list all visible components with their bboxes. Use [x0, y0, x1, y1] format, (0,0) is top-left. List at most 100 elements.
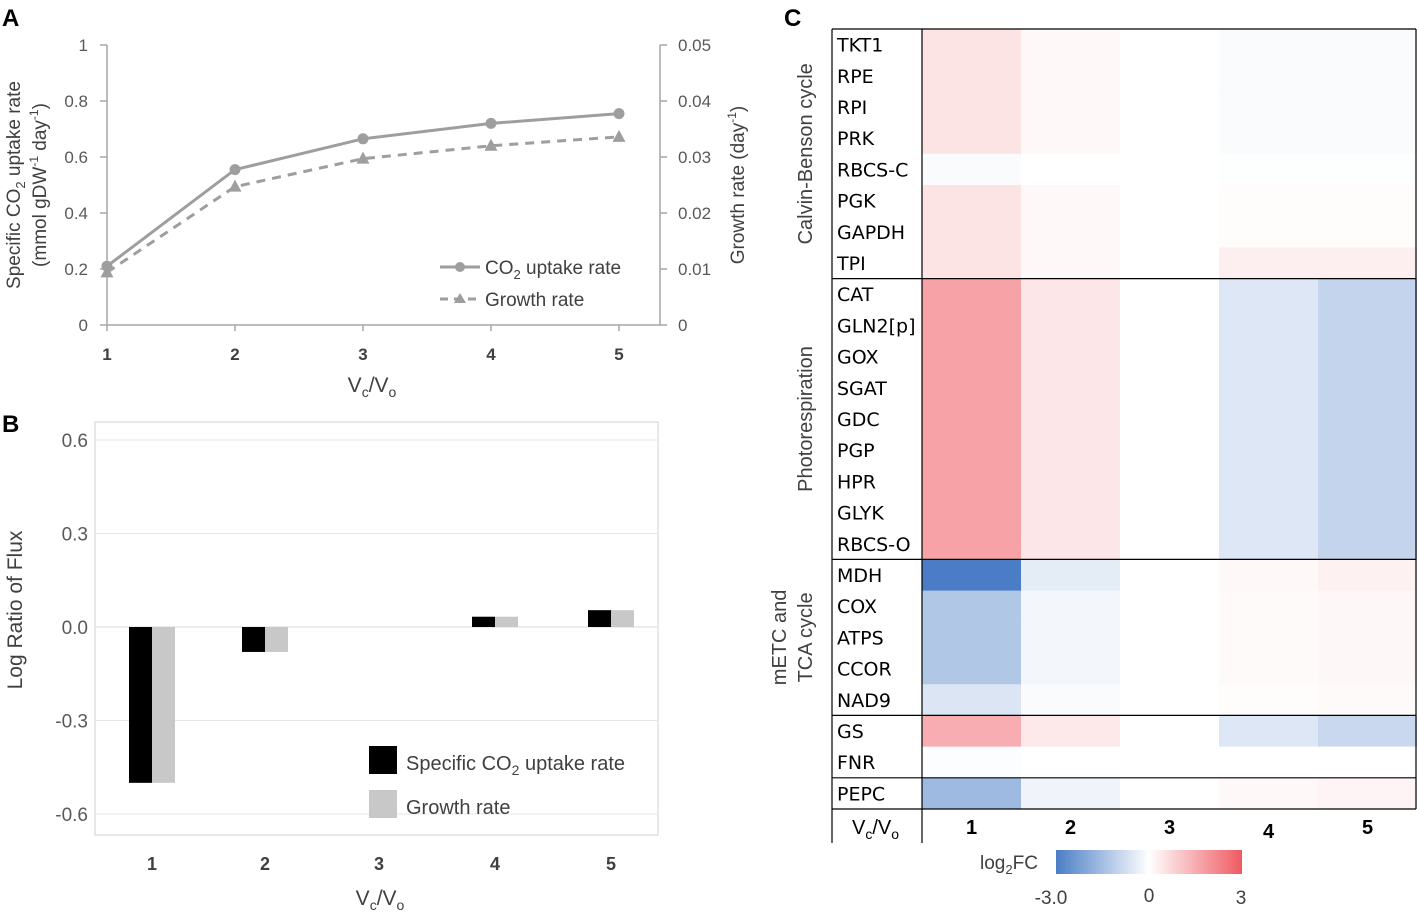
heatmap-group-label: Calvin-Benson cycle — [795, 63, 817, 244]
heatmap-row-label: RBCS-O — [837, 534, 911, 556]
heatmap-cell — [1219, 684, 1319, 716]
heatmap-row-label: PGK — [837, 191, 876, 213]
heatmap-cell — [1219, 777, 1319, 810]
heatmap-cell — [1318, 185, 1417, 217]
heatmap-cell — [1120, 122, 1220, 155]
panel-a-y2tick-label: 0 — [678, 316, 687, 335]
co2-uptake-point — [229, 164, 241, 176]
heatmap-cell — [1318, 434, 1417, 467]
heatmap-row-label: FNR — [837, 752, 875, 774]
heatmap-cell — [1318, 403, 1417, 436]
panel-a-ytick-label: 0.8 — [64, 92, 88, 111]
heatmap-row-label: ATPS — [837, 627, 884, 649]
panel-a-y2tick-label: 0.01 — [678, 260, 711, 279]
heatmap-row-label: PGP — [837, 440, 875, 462]
panel-a-y2tick-label: 0.03 — [678, 148, 711, 167]
heatmap-cell — [1219, 247, 1319, 280]
heatmap-cell — [1219, 60, 1319, 92]
heatmap-cell — [1021, 621, 1121, 654]
heatmap-row-label: SGAT — [837, 378, 887, 400]
heatmap-cell — [1021, 777, 1121, 810]
heatmap-cell — [922, 309, 1022, 342]
heatmap-cell — [1219, 590, 1319, 623]
heatmap-cell — [1021, 153, 1121, 186]
heatmap-column-label: 2 — [1065, 817, 1076, 839]
heatmap-cell — [1120, 653, 1220, 685]
heatmap-cell — [1219, 153, 1319, 186]
heatmap-group-labels: Calvin-Benson cycle Photorespiration mETC … — [769, 63, 817, 685]
heatmap-cell — [1318, 29, 1417, 61]
heatmap-cell — [922, 746, 1022, 779]
panel-a-y2label: Growth rate (day-1) — [725, 106, 749, 265]
colorbar-tick-mid: 0 — [1144, 886, 1155, 907]
heatmap-column-label: 5 — [1362, 817, 1373, 839]
panel-b-xlabel: Vc/Vo — [356, 887, 405, 913]
heatmap-cell — [1120, 434, 1220, 467]
heatmap-cell — [1318, 621, 1417, 654]
panel-a-xtick-label: 4 — [486, 345, 496, 364]
heatmap-cell — [922, 247, 1022, 280]
bar-growth-rate — [495, 616, 518, 627]
heatmap-cell — [1318, 341, 1417, 373]
heatmap-cell — [922, 278, 1022, 311]
heatmap-group-label: TCA cycle — [795, 592, 817, 682]
heatmap-gene-labels: TKT1 RPE RPI PRK RBCS-C PGK GAPDH TPI CAT GLN2[p]… — [836, 35, 916, 806]
panel-a-xtick-label: 5 — [614, 345, 623, 364]
heatmap-cells — [922, 29, 1417, 810]
panel-a-xtick-label: 2 — [230, 345, 239, 364]
panel-a-ytick-label: 0.2 — [64, 260, 88, 279]
panel-b-legend: Specific CO2 uptake rate Growth rate — [369, 746, 625, 819]
panel-b-marks — [129, 610, 634, 783]
legend-co2-marker — [455, 262, 465, 272]
panel-a-xtick-label: 1 — [102, 345, 111, 364]
heatmap-cell — [922, 715, 1022, 748]
panel-b-ytick-label: -0.6 — [55, 805, 88, 826]
heatmap-group-label: Photorespiration — [795, 346, 817, 492]
heatmap-cell — [1120, 278, 1220, 311]
heatmap-cell — [1120, 590, 1220, 623]
heatmap-cell — [1120, 528, 1220, 560]
panel-label-a: A — [2, 5, 19, 32]
heatmap-cell — [922, 29, 1022, 61]
heatmap-cell — [1219, 309, 1319, 342]
heatmap-cell — [1120, 185, 1220, 217]
growth-rate-line — [106, 135, 620, 274]
heatmap-cell — [1219, 216, 1319, 248]
panel-b-bar-chart: -0.6 -0.3 0.0 0.3 0.6 1 2 3 4 5 Log Ratio of Flux… — [4, 421, 659, 913]
heatmap-cell — [1120, 91, 1220, 124]
heatmap-cell — [1318, 153, 1417, 186]
panel-label-b: B — [2, 411, 19, 438]
colorbar-tick-min: -3.0 — [1035, 888, 1068, 909]
heatmap-group-label: mETC and — [769, 590, 791, 686]
heatmap-cell — [1219, 465, 1319, 498]
heatmap-cell — [1219, 341, 1319, 373]
heatmap-cell — [1219, 528, 1319, 560]
heatmap-cell — [1219, 91, 1319, 124]
heatmap-cell — [1021, 528, 1121, 560]
heatmap-cell — [1318, 715, 1417, 748]
heatmap-cell — [1318, 309, 1417, 342]
heatmap-row-label: PEPC — [837, 783, 885, 805]
heatmap-cell — [1021, 403, 1121, 436]
heatmap-row-label: MDH — [837, 565, 882, 587]
heatmap-cell — [1021, 185, 1121, 217]
heatmap-cell — [922, 653, 1022, 685]
heatmap-cell — [1021, 715, 1121, 748]
heatmap-cell — [1021, 122, 1121, 155]
heatmap-cell — [922, 777, 1022, 810]
heatmap-cell — [1021, 372, 1121, 404]
panel-label-c: C — [784, 5, 801, 32]
heatmap-cell — [922, 91, 1022, 124]
heatmap-cell — [1120, 309, 1220, 342]
heatmap-cell — [1318, 590, 1417, 623]
heatmap-cell — [1219, 403, 1319, 436]
panel-b-ytick-label: -0.3 — [55, 712, 88, 733]
heatmap-cell — [1120, 403, 1220, 436]
heatmap-cell — [1120, 60, 1220, 92]
heatmap-cell — [1021, 684, 1121, 716]
heatmap-cell — [1219, 29, 1319, 61]
heatmap-cell — [1318, 777, 1417, 810]
legend-growth-swatch — [369, 790, 397, 818]
heatmap-cell — [922, 185, 1022, 217]
heatmap-cell — [1120, 559, 1220, 592]
